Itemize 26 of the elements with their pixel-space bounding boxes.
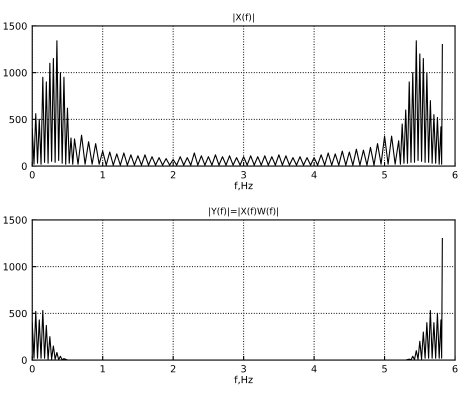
y-tick-label: 500	[10, 310, 27, 318]
x-tick-label: 2	[170, 171, 176, 178]
x-axis-title: f,Hz	[234, 182, 253, 190]
y-tick-label: 0	[22, 162, 27, 170]
x-tick-label: 5	[382, 365, 387, 372]
x-axis-title: f,Hz	[234, 376, 253, 384]
y-tick-label: 0	[22, 356, 27, 364]
y-tick-label: 500	[10, 116, 27, 124]
y-tick-label: 1000	[4, 263, 27, 270]
x-tick-label: 0	[30, 171, 35, 178]
x-tick-label: 3	[241, 365, 246, 372]
x-tick-label: 5	[382, 171, 387, 178]
y-tick-label: 1500	[4, 216, 27, 224]
x-tick-label: 4	[311, 365, 317, 372]
x-tick-label: 1	[100, 171, 105, 178]
x-tick-label: 1	[100, 365, 105, 372]
x-tick-label: 6	[452, 171, 458, 178]
chart-title: |X(f)|	[234, 13, 254, 22]
chart-title: |Y(f)|=|X(f)W(f)|	[209, 207, 278, 216]
y-tick-label: 1000	[4, 69, 27, 76]
x-tick-label: 3	[241, 171, 246, 178]
x-tick-label: 4	[311, 171, 317, 178]
x-tick-label: 0	[30, 365, 35, 372]
y-tick-label: 1500	[4, 22, 27, 30]
x-tick-label: 6	[452, 365, 458, 372]
x-tick-label: 2	[170, 365, 176, 372]
